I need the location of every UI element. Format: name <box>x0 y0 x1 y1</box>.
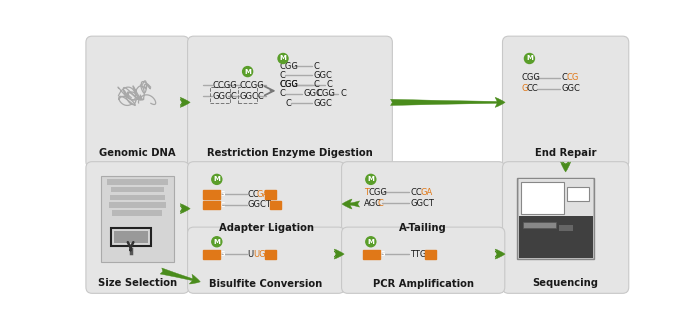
Text: CC: CC <box>526 84 538 93</box>
Text: M: M <box>244 69 251 75</box>
Text: T: T <box>364 188 369 197</box>
Text: CG: CG <box>566 73 579 82</box>
Text: GA: GA <box>420 188 432 197</box>
Text: Sequencing: Sequencing <box>533 278 599 287</box>
FancyBboxPatch shape <box>188 162 345 237</box>
Text: GGCT: GGCT <box>411 199 435 208</box>
Text: G: G <box>521 84 528 93</box>
Bar <box>265 190 276 198</box>
Text: C: C <box>326 80 332 89</box>
Bar <box>203 250 220 259</box>
Bar <box>424 250 436 259</box>
Text: GGC: GGC <box>314 71 333 80</box>
Text: C: C <box>314 80 320 89</box>
FancyBboxPatch shape <box>341 162 505 237</box>
Circle shape <box>211 237 222 247</box>
Circle shape <box>243 67 253 77</box>
Text: GGC: GGC <box>303 89 322 98</box>
FancyBboxPatch shape <box>517 178 594 259</box>
Text: M: M <box>214 239 221 245</box>
FancyBboxPatch shape <box>560 225 573 231</box>
Text: M: M <box>526 56 533 61</box>
Text: End Repair: End Repair <box>535 148 596 158</box>
Text: CGG: CGG <box>280 80 299 89</box>
Text: M: M <box>214 176 221 182</box>
FancyBboxPatch shape <box>521 182 564 214</box>
Text: GGC: GGC <box>562 84 581 93</box>
FancyBboxPatch shape <box>110 195 165 200</box>
Text: C: C <box>285 99 291 108</box>
Text: Adapter Ligation: Adapter Ligation <box>218 223 313 233</box>
FancyBboxPatch shape <box>107 180 168 185</box>
Text: M: M <box>280 56 286 61</box>
FancyBboxPatch shape <box>341 227 505 293</box>
FancyBboxPatch shape <box>524 222 556 229</box>
Circle shape <box>366 174 376 184</box>
Text: C: C <box>280 71 285 80</box>
Text: M: M <box>367 239 374 245</box>
Text: AGC: AGC <box>364 199 382 208</box>
Text: UGA: UGA <box>253 250 272 259</box>
Bar <box>203 190 220 198</box>
Text: AGCC: AGCC <box>204 202 226 208</box>
Text: Size Selection: Size Selection <box>98 278 177 287</box>
Bar <box>265 250 276 259</box>
Text: CCGG: CCGG <box>212 81 237 90</box>
Text: TCGG: TCGG <box>204 251 226 257</box>
Text: GGCT: GGCT <box>248 200 272 209</box>
Text: PCR Amplification: PCR Amplification <box>373 279 474 289</box>
Text: Genomic DNA: Genomic DNA <box>99 148 176 158</box>
FancyBboxPatch shape <box>86 36 189 168</box>
Text: CC: CC <box>411 188 422 197</box>
Text: CGG: CGG <box>280 80 299 89</box>
Circle shape <box>366 237 376 247</box>
Text: CGG: CGG <box>280 62 299 71</box>
Text: M: M <box>367 176 374 182</box>
Text: GGCC: GGCC <box>240 92 265 101</box>
Text: C: C <box>378 199 384 208</box>
Text: Bisulfite Conversion: Bisulfite Conversion <box>209 279 322 289</box>
FancyBboxPatch shape <box>567 187 588 201</box>
Text: TTGA: TTGA <box>410 250 432 259</box>
Text: CGG: CGG <box>316 89 335 98</box>
FancyBboxPatch shape <box>111 187 164 193</box>
FancyBboxPatch shape <box>112 210 162 215</box>
Text: C: C <box>280 89 285 98</box>
FancyBboxPatch shape <box>188 227 345 293</box>
Circle shape <box>524 54 535 63</box>
Text: GGCC: GGCC <box>212 92 237 101</box>
FancyBboxPatch shape <box>519 216 593 258</box>
FancyBboxPatch shape <box>503 36 629 168</box>
Text: CCGG: CCGG <box>240 81 265 90</box>
Text: GA: GA <box>257 190 269 198</box>
Text: C: C <box>314 62 320 71</box>
Text: GGC: GGC <box>314 99 333 108</box>
FancyBboxPatch shape <box>109 202 166 208</box>
Text: CGG: CGG <box>369 188 387 197</box>
FancyBboxPatch shape <box>101 176 174 262</box>
Bar <box>270 201 281 209</box>
Text: C: C <box>340 89 346 98</box>
FancyBboxPatch shape <box>519 180 593 216</box>
Bar <box>203 201 220 209</box>
Text: Restriction Enzyme Digestion: Restriction Enzyme Digestion <box>207 148 373 158</box>
Text: CC: CC <box>248 190 260 198</box>
Circle shape <box>211 174 222 184</box>
Text: TCGG: TCGG <box>364 251 387 257</box>
Circle shape <box>278 54 288 63</box>
Text: CGG: CGG <box>521 73 541 82</box>
Text: A-Tailing: A-Tailing <box>399 223 447 233</box>
FancyBboxPatch shape <box>86 162 189 293</box>
Text: C: C <box>562 73 567 82</box>
Text: U: U <box>248 250 254 259</box>
Text: TCGG: TCGG <box>204 191 226 197</box>
Bar <box>363 250 380 259</box>
FancyBboxPatch shape <box>503 162 629 293</box>
FancyBboxPatch shape <box>114 231 147 243</box>
FancyBboxPatch shape <box>188 36 392 168</box>
